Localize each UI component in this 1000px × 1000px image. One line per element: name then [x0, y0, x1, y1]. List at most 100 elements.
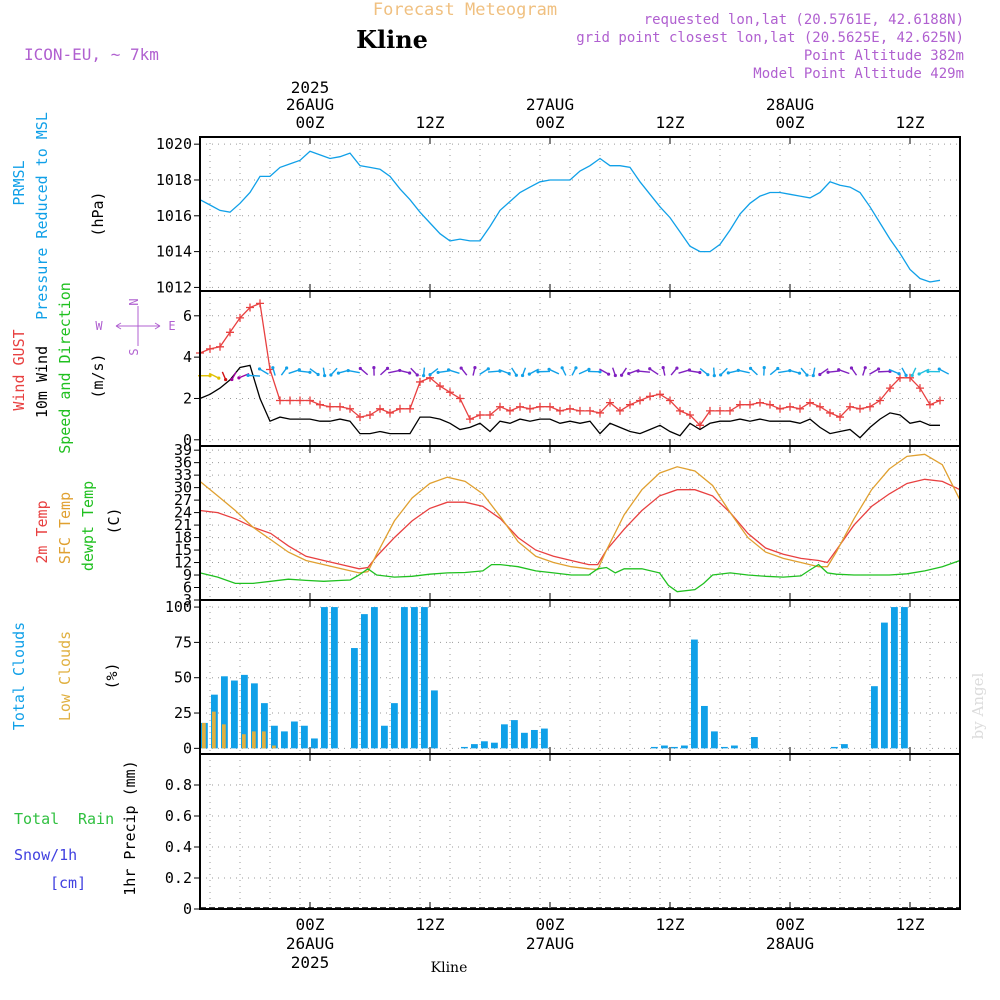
gust-marker — [316, 400, 324, 409]
label-precip-unit: 1hr Precip (mm) — [121, 760, 139, 895]
wind-arrow-head — [514, 373, 518, 377]
gust-marker — [396, 404, 404, 413]
wind-arrow-head — [648, 367, 652, 371]
wind-arrow-head — [536, 370, 540, 374]
total-cloud-bar — [261, 703, 268, 749]
wind-arrow-head — [436, 370, 440, 375]
total-cloud-bar — [461, 746, 468, 749]
wind-arrow-head — [308, 370, 312, 374]
wind-arrow — [869, 368, 879, 375]
gust-marker — [696, 421, 704, 430]
wind-arrow-head — [726, 371, 730, 375]
gust-marker — [786, 402, 794, 411]
gust-marker — [346, 404, 354, 413]
total-cloud-bar — [471, 744, 478, 749]
wind-arrow — [769, 367, 779, 376]
wind-arrow-head — [627, 371, 631, 376]
wind-arrow-head — [712, 373, 716, 378]
wind-arrow-head — [473, 366, 477, 370]
wind-arrow-head — [507, 372, 511, 376]
y-tick-label: 4 — [183, 348, 192, 366]
total-cloud-bar — [691, 639, 698, 749]
y-tick-label: 0.6 — [165, 807, 192, 825]
wind-arrow — [688, 370, 700, 374]
wind-arrow-head — [329, 373, 333, 377]
gust-marker — [496, 402, 504, 411]
total-cloud-bar — [511, 720, 518, 749]
low-cloud-bar — [252, 731, 256, 749]
gust-marker — [356, 413, 364, 422]
label-pressure-msl: Pressure Reduced to MSL — [33, 112, 51, 320]
label-pct-unit: (%) — [103, 662, 121, 689]
temp2m-line — [199, 478, 961, 570]
y-tick-label: 36 — [174, 454, 192, 472]
total-cloud-bar — [841, 744, 848, 749]
total-cloud-bar — [251, 683, 258, 749]
gust-marker — [746, 400, 754, 409]
total-cloud-bar — [731, 745, 738, 749]
wind-arrow-head — [237, 376, 241, 380]
model-label: ICON-EU, ~ 7km — [24, 45, 159, 64]
wind-arrow — [247, 374, 261, 377]
y-tick-label: 9 — [183, 566, 192, 584]
wind-arrow-head — [372, 366, 376, 370]
label-cm-unit: [cm] — [50, 874, 86, 892]
wind-arrow-head — [208, 374, 212, 378]
total-cloud-bar — [311, 738, 318, 749]
wind-arrow-head — [415, 373, 419, 377]
panel-frame — [199, 445, 961, 601]
total-cloud-bar — [431, 690, 438, 749]
wind-arrow-head — [385, 366, 390, 370]
top-hour-label: 00Z — [296, 113, 325, 132]
wind-arrow-head — [910, 373, 914, 378]
wind-arrow — [649, 368, 659, 376]
y-tick-label: 0 — [183, 431, 192, 449]
info-line: requested lon,lat (20.5761E, 42.6188N) — [644, 12, 964, 28]
total-cloud-bar — [301, 725, 308, 749]
wind-arrow-head — [826, 370, 830, 374]
wind-arrow-head — [876, 367, 881, 371]
wind-speed-line — [199, 364, 940, 439]
wind-arrow — [738, 369, 750, 374]
wind-arrow-head — [358, 366, 362, 371]
gust-marker — [536, 402, 544, 411]
wind-arrow — [479, 368, 489, 375]
gust-marker — [306, 396, 314, 405]
total-cloud-bar — [531, 729, 538, 749]
wind-arrow-head — [520, 373, 525, 378]
y-tick-label: 2 — [183, 389, 192, 407]
gust-marker — [566, 404, 574, 413]
gust-marker — [806, 398, 814, 407]
bottom-date-label: 26AUG — [286, 934, 334, 953]
gust-marker — [236, 313, 244, 322]
y-tick-label: 1014 — [156, 243, 192, 261]
sfc-temp-line — [199, 453, 961, 574]
wind-arrow-head — [675, 366, 679, 370]
gust-marker — [516, 402, 524, 411]
wind-arrow-head — [224, 377, 228, 382]
label-speed-direction: Speed and Direction — [56, 282, 74, 454]
wind-arrow — [398, 369, 410, 374]
wind-arrow-head — [606, 372, 611, 376]
gust-marker — [216, 342, 224, 351]
compass-arrows — [115, 306, 161, 346]
gust-marker — [506, 406, 514, 415]
top-hour-label: 12Z — [656, 113, 685, 132]
compass-n: N — [127, 298, 141, 305]
total-cloud-bar — [701, 705, 708, 749]
wind-arrow — [208, 372, 220, 379]
low-cloud-bar — [212, 711, 216, 749]
wind-arrow-head — [598, 370, 602, 374]
wind-arrow-head — [937, 367, 941, 371]
wind-arrow-head — [619, 373, 624, 377]
wind-arrow-head — [818, 372, 822, 377]
gust-marker — [256, 299, 264, 308]
bottom-station: Kline — [431, 960, 468, 976]
wind-arrow-head — [762, 366, 766, 370]
y-tick-label: 6 — [183, 307, 192, 325]
low-cloud-bar — [262, 731, 266, 749]
wind-arrow-head — [926, 369, 930, 374]
gust-marker — [486, 411, 494, 419]
wind-arrow — [877, 370, 891, 373]
total-cloud-bar — [671, 746, 678, 749]
